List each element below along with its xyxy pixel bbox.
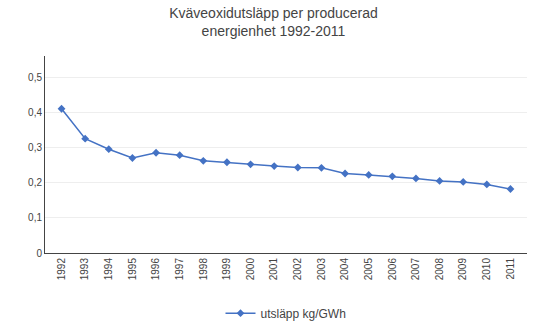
svg-text:2009: 2009 xyxy=(457,258,468,281)
svg-text:1998: 1998 xyxy=(198,258,209,281)
svg-text:2010: 2010 xyxy=(481,258,492,281)
svg-text:2008: 2008 xyxy=(434,258,445,281)
svg-text:Kväveoxidutsläpp per producera: Kväveoxidutsläpp per produceradenergienh… xyxy=(169,5,378,39)
svg-text:0,4: 0,4 xyxy=(28,107,42,118)
svg-text:1996: 1996 xyxy=(150,258,161,281)
svg-text:2003: 2003 xyxy=(316,258,327,281)
svg-text:0,3: 0,3 xyxy=(28,142,42,153)
svg-text:1999: 1999 xyxy=(221,258,232,281)
svg-text:2004: 2004 xyxy=(339,258,350,281)
svg-text:1995: 1995 xyxy=(127,258,138,281)
svg-text:2002: 2002 xyxy=(292,258,303,281)
svg-text:1997: 1997 xyxy=(174,258,185,281)
svg-text:0,5: 0,5 xyxy=(28,72,42,83)
svg-text:1992: 1992 xyxy=(56,258,67,281)
svg-text:2006: 2006 xyxy=(387,258,398,281)
svg-text:0,2: 0,2 xyxy=(28,177,42,188)
svg-text:1993: 1993 xyxy=(79,258,90,281)
svg-text:2000: 2000 xyxy=(245,258,256,281)
svg-text:utsläpp kg/GWh: utsläpp kg/GWh xyxy=(261,307,346,321)
svg-text:2011: 2011 xyxy=(505,258,516,280)
svg-text:0,1: 0,1 xyxy=(28,212,42,223)
svg-text:0: 0 xyxy=(36,248,42,259)
svg-text:2001: 2001 xyxy=(268,258,279,281)
svg-text:1994: 1994 xyxy=(103,258,114,281)
svg-text:2007: 2007 xyxy=(410,258,421,281)
svg-text:2005: 2005 xyxy=(363,258,374,281)
